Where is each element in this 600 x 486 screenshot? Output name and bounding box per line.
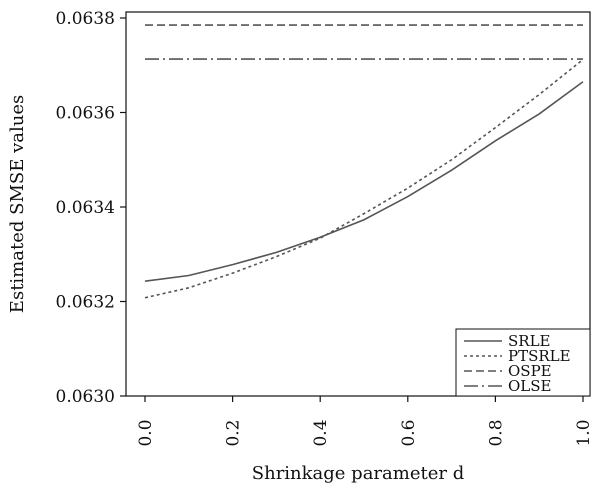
- legend-label-srle: SRLE: [508, 332, 550, 350]
- legend-box: [455, 328, 591, 397]
- x-tick-label-0.4: 0.4: [311, 419, 331, 446]
- x-tick-label-0.0: 0.0: [136, 419, 156, 446]
- plot-frame: [125, 11, 591, 397]
- x-tick-label-1.0: 1.0: [574, 419, 594, 446]
- y-tick-label-0.0634: 0.0634: [56, 198, 115, 218]
- legend-label-olse: OLSE: [508, 377, 551, 395]
- x-tick-label-0.2: 0.2: [224, 419, 244, 446]
- y-axis-title: Estimated SMSE values: [7, 95, 28, 313]
- legend-label-ptsrle: PTSRLE: [508, 347, 571, 365]
- x-axis-title: Shrinkage parameter d: [252, 463, 464, 484]
- y-tick-label-0.0638: 0.0638: [56, 9, 115, 29]
- y-tick-label-0.0630: 0.0630: [56, 387, 115, 407]
- axis-layer: 0.0630 0.0632 0.0634 0.0636 0.0638 0.0 0.2 0.4 0…: [56, 9, 594, 447]
- series-line-ptsrle: [144, 58, 584, 299]
- plot-layer: [144, 24, 584, 299]
- x-tick-label-0.8: 0.8: [486, 419, 506, 446]
- legend-label-ospe: OSPE: [508, 362, 552, 380]
- y-tick-label-0.0632: 0.0632: [56, 293, 115, 313]
- x-tick-label-0.6: 0.6: [399, 419, 419, 446]
- y-tick-label-0.0636: 0.0636: [56, 104, 115, 124]
- series-line-srle: [144, 81, 584, 282]
